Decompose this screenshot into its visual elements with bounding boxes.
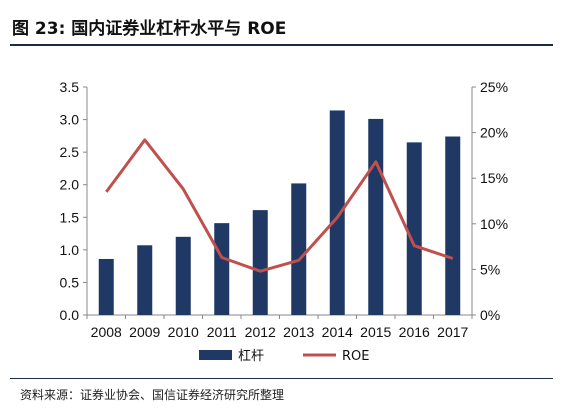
leverage-bar	[98, 258, 114, 315]
source-note: 资料来源：证券业协会、国信证券经济研究所整理	[20, 388, 285, 402]
leverage-bar	[175, 236, 191, 315]
x-tick-label: 2011	[207, 324, 237, 340]
right-tick-label: 25%	[480, 79, 508, 95]
left-tick-label: 3.5	[60, 79, 80, 95]
x-tick-label: 2015	[360, 324, 391, 340]
x-tick-label: 2014	[322, 324, 353, 340]
title-rule	[10, 44, 553, 46]
leverage-bar	[137, 245, 153, 315]
leverage-bar	[291, 183, 307, 315]
x-tick-label: 2009	[129, 324, 160, 340]
x-tick-label: 2017	[437, 324, 468, 340]
left-tick-label: 2.0	[60, 177, 80, 193]
tick-labels-layer: 0.0 0.5 1.0 1.5 2.0 2.5 3.0 3.5 0% 5% 10% 15% 20% 25%…	[60, 79, 509, 340]
right-tick-label: 15%	[480, 170, 508, 186]
left-tick-label: 3.0	[60, 112, 80, 128]
leverage-bar	[329, 110, 345, 315]
left-tick-label: 0.5	[60, 274, 80, 290]
left-tick-label: 0.0	[60, 307, 80, 323]
legend: 杠杆 ROE	[199, 348, 369, 364]
x-tick-label: 2008	[91, 324, 122, 340]
x-tick-label: 2012	[245, 324, 276, 340]
x-tick-label: 2010	[168, 324, 199, 340]
left-tick-label: 2.5	[60, 144, 80, 160]
right-tick-label: 0%	[480, 307, 500, 323]
right-tick-label: 20%	[480, 125, 508, 141]
legend-bar-swatch	[199, 350, 232, 360]
chart-title: 图 23: 国内证券业杠杆水平与 ROE	[12, 19, 287, 39]
left-tick-label: 1.5	[60, 209, 80, 225]
legend-bar-label: 杠杆	[238, 348, 264, 364]
x-tick-label: 2016	[399, 324, 430, 340]
leverage-bar	[214, 223, 230, 315]
right-tick-label: 10%	[480, 216, 508, 232]
leverage-bar	[445, 136, 461, 315]
roe-line	[105, 138, 454, 273]
bottom-rule	[10, 378, 553, 379]
leverage-bar	[368, 118, 384, 315]
right-tick-label: 5%	[480, 261, 500, 277]
x-tick-label: 2013	[283, 324, 314, 340]
legend-line-label: ROE	[342, 349, 369, 364]
left-tick-label: 1.0	[60, 242, 80, 258]
leverage-bar	[252, 210, 268, 315]
bars-layer	[98, 110, 461, 315]
roe-line-layer	[105, 138, 454, 273]
leverage-bar	[406, 142, 422, 315]
